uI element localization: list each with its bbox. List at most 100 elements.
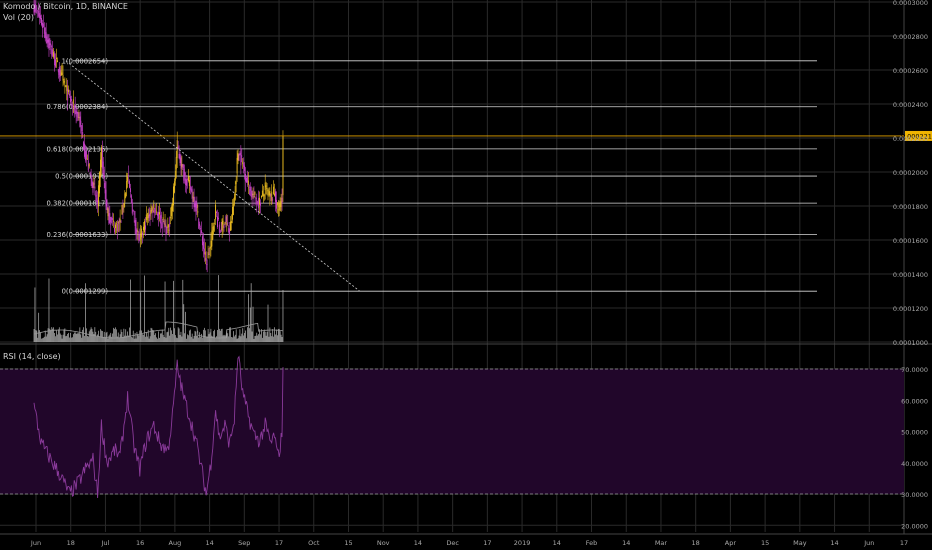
rsi-indicator-label[interactable]: RSI (14, close) <box>3 352 61 361</box>
candle-body <box>141 228 143 238</box>
candle-body <box>277 209 279 211</box>
candle-body <box>52 49 54 56</box>
candle-body <box>236 157 238 174</box>
candle-body <box>191 189 193 199</box>
candle-body <box>181 164 183 167</box>
candle-body <box>130 195 132 204</box>
candle-body <box>134 220 136 226</box>
candle-body <box>72 99 74 104</box>
candle-body <box>270 194 272 196</box>
time-tick-label: Oct <box>308 539 320 547</box>
time-tick-label: 16 <box>136 539 144 547</box>
candle-body <box>156 211 158 213</box>
price-tick-label: 0.0002400 <box>893 101 928 109</box>
time-tick-label: 14 <box>414 539 422 547</box>
candle-body <box>159 215 161 224</box>
candle-body <box>114 227 115 233</box>
candle-body <box>264 182 266 191</box>
last-price-line: 0.0002212 <box>0 130 932 141</box>
candle-body <box>164 223 166 225</box>
fib-retracement[interactable]: 1(0.0002654) 0.786(0.0002384) 0.618(0.0002… <box>46 57 817 296</box>
candle-body <box>55 59 56 67</box>
candle-body <box>140 233 142 240</box>
candle-body <box>59 68 61 78</box>
candle-body <box>105 189 107 207</box>
volume-indicator-label[interactable]: Vol (20) <box>3 13 34 22</box>
candle-body <box>153 203 155 209</box>
candle-body <box>90 173 92 176</box>
rsi-tick-label: 20.0000 <box>901 522 928 530</box>
candle-body <box>269 190 271 197</box>
price-tick-label: 0.0001600 <box>893 237 928 245</box>
candle-body <box>96 197 98 202</box>
candle-body <box>192 196 194 198</box>
candle-body <box>190 187 192 191</box>
candle-body <box>188 179 190 186</box>
candle-body <box>66 85 68 92</box>
candle-body <box>77 112 79 118</box>
candle-body <box>219 232 221 234</box>
candle-body <box>112 218 114 220</box>
candle-body <box>256 199 258 204</box>
rsi-tick-label: 40.0000 <box>901 460 928 468</box>
candle-body <box>64 85 66 87</box>
price-tick-label: 0.0002600 <box>893 67 928 75</box>
candle-body <box>136 230 138 232</box>
candle-body <box>74 106 76 110</box>
candle-body <box>271 191 273 201</box>
candle-body <box>245 173 246 182</box>
candle-body <box>262 193 264 197</box>
last-price-label: 0.0002212 <box>901 132 932 140</box>
time-tick-label: Jun <box>30 539 41 547</box>
candle-body <box>258 198 260 209</box>
candle-body <box>41 22 43 29</box>
candle-body <box>135 219 137 235</box>
candle-body <box>169 223 171 227</box>
candle-body <box>40 15 42 20</box>
candle-body <box>89 172 91 174</box>
fib-level-label: 0.382(0.0001817) <box>46 200 108 208</box>
candle-body <box>119 218 121 223</box>
fib-level-label: 1(0.0002654) <box>62 57 109 65</box>
candle-body <box>146 216 148 220</box>
candle-body <box>171 206 173 217</box>
candle-body <box>252 193 254 196</box>
time-tick-label: Apr <box>725 539 737 547</box>
time-tick-label: 15 <box>344 539 352 547</box>
candle-body <box>71 104 73 106</box>
candle-body <box>147 212 149 218</box>
candle-body <box>86 158 88 160</box>
candle-body <box>231 206 233 220</box>
candle-series[interactable] <box>33 0 284 273</box>
candle-body <box>143 221 145 233</box>
candle-body <box>229 228 231 235</box>
candle-body <box>113 220 115 222</box>
time-tick-label: 17 <box>275 539 283 547</box>
candle-body <box>46 36 48 44</box>
candle-body <box>110 217 112 226</box>
price-tick-label: 0.0002000 <box>893 169 928 177</box>
candle-body <box>267 190 269 192</box>
candle-body <box>246 177 248 183</box>
candle-body <box>83 141 85 150</box>
candle-body <box>223 225 225 228</box>
candle-body <box>202 236 203 246</box>
candle-body <box>280 201 282 208</box>
candle-body <box>196 203 198 208</box>
candle-body <box>182 164 184 169</box>
time-tick-label: 14 <box>830 539 838 547</box>
candle-body <box>57 69 59 73</box>
time-tick-label: 14 <box>553 539 561 547</box>
candle-body <box>143 226 144 231</box>
candle-body <box>247 180 249 186</box>
candle-body <box>149 213 151 217</box>
candle-body <box>100 159 101 178</box>
candle-body <box>129 181 130 188</box>
candle-body <box>98 185 100 207</box>
candle-body <box>265 185 267 188</box>
candle-body <box>115 223 117 225</box>
candle-body <box>41 17 42 25</box>
candle-body <box>254 191 256 195</box>
